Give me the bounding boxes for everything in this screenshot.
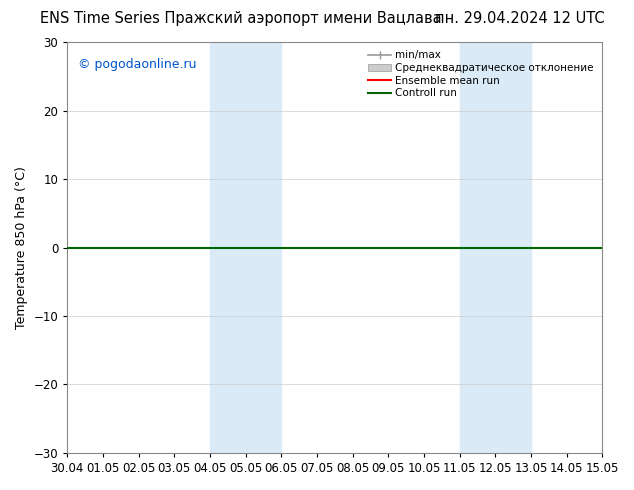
Bar: [210, 42, 245, 453]
Text: © pogodaonline.ru: © pogodaonline.ru: [78, 58, 197, 72]
Bar: [245, 42, 281, 453]
Y-axis label: Temperature 850 hPa (°C): Temperature 850 hPa (°C): [15, 166, 28, 329]
Text: пн. 29.04.2024 12 UTC: пн. 29.04.2024 12 UTC: [435, 11, 605, 26]
Text: ENS Time Series Пражский аэропорт имени Вацлава: ENS Time Series Пражский аэропорт имени …: [40, 11, 442, 26]
Bar: [495, 42, 531, 453]
Bar: [460, 42, 495, 453]
Legend: min/max, Среднеквадратическое отклонение, Ensemble mean run, Controll run: min/max, Среднеквадратическое отклонение…: [365, 47, 597, 101]
